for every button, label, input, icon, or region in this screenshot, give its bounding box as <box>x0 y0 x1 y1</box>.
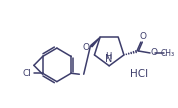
Text: CH₃: CH₃ <box>161 49 175 58</box>
Text: H: H <box>105 52 111 61</box>
Text: N: N <box>104 54 112 64</box>
Text: Cl: Cl <box>22 69 31 78</box>
Polygon shape <box>91 37 100 47</box>
Text: O: O <box>83 43 90 52</box>
Text: HCl: HCl <box>130 69 148 79</box>
Text: O: O <box>151 48 158 57</box>
Text: O: O <box>139 32 146 41</box>
